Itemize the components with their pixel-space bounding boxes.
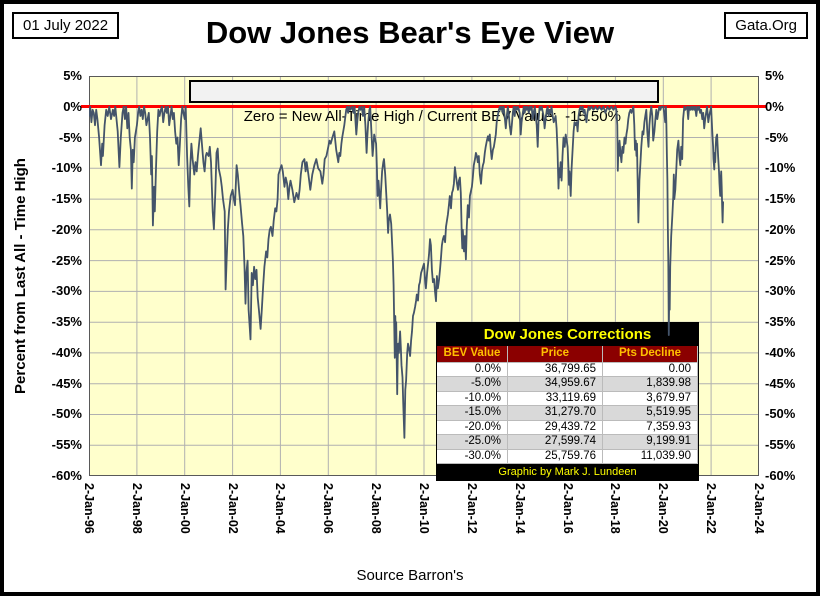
y-tick-label-left: -20% <box>51 221 82 237</box>
y-tick-label-left: 5% <box>63 68 82 83</box>
corrections-table: Dow Jones Corrections BEV Value Price Pts … <box>436 322 699 481</box>
site-label: Gata.Org <box>735 17 797 34</box>
corr-data-cell: -20.0% <box>437 420 508 435</box>
date-box: 01 July 2022 <box>12 12 120 39</box>
site-box: Gata.Org <box>724 12 808 39</box>
y-tick-label-left: -35% <box>51 314 82 330</box>
y-tick-label-right: 5% <box>765 68 784 83</box>
corr-data-cell: 3,679.97 <box>603 391 698 406</box>
corr-header-cell: Pts Decline <box>603 346 698 363</box>
annotation-box: Zero = New All-Time High / Current BEV V… <box>189 80 659 125</box>
corr-data-cell: 34,959.67 <box>508 377 603 392</box>
chart-title: Dow Jones Bear's Eye View <box>205 15 615 50</box>
y-tick-label-right: -35% <box>765 314 796 330</box>
y-tick-label-right: -50% <box>765 406 796 422</box>
y-tick-label-right: -15% <box>765 191 796 207</box>
y-tick-label-left: -40% <box>51 344 82 360</box>
source-label: Source Barron's <box>356 567 464 584</box>
corr-data-cell: 7,359.93 <box>603 420 698 435</box>
x-tick-label: 2-Jan-16 <box>560 483 575 534</box>
y-tick-label-right: -30% <box>765 283 796 299</box>
date-label: 01 July 2022 <box>23 17 109 34</box>
y-tick-label-left: -30% <box>51 283 82 299</box>
corr-header-cell: Price <box>508 346 603 363</box>
corrections-table-header: BEV Value Price Pts Decline <box>437 346 698 363</box>
corr-data-cell: 5,519.95 <box>603 406 698 421</box>
y-tick-label-left: -10% <box>51 160 82 176</box>
x-tick-label: 2-Jan-98 <box>129 483 144 534</box>
y-axis-title: Percent from Last All - Time High <box>12 158 29 394</box>
x-tick-label: 2-Jan-14 <box>512 483 527 534</box>
corr-data-cell: 0.00 <box>603 362 698 377</box>
y-tick-label-left: -60% <box>51 468 82 483</box>
corr-data-cell: 36,799.65 <box>508 362 603 377</box>
corr-data-cell: 1,839.98 <box>603 377 698 392</box>
x-tick-label: 2-Jan-18 <box>608 483 623 534</box>
corr-data-cell: -30.0% <box>437 449 508 464</box>
corrections-table-credit: Graphic by Mark J. Lundeen <box>437 464 698 480</box>
corr-data-cell: 27,599.74 <box>508 435 603 450</box>
y-tick-label-right: -25% <box>765 252 796 268</box>
annotation-text: Zero = New All-Time High / Current BEV V… <box>243 108 621 125</box>
y-tick-label-left: 0% <box>63 98 82 114</box>
y-tick-label-right: -10% <box>765 160 796 176</box>
y-tick-label-left: -55% <box>51 437 82 453</box>
corr-data-cell: 0.0% <box>437 362 508 377</box>
y-tick-label-right: -5% <box>765 129 789 145</box>
corr-header-cell: BEV Value <box>437 346 508 363</box>
x-tick-label: 2-Jan-24 <box>752 483 766 534</box>
corr-data-cell: 29,439.72 <box>508 420 603 435</box>
x-tick-label: 2-Jan-22 <box>704 483 719 534</box>
corrections-table-title: Dow Jones Corrections <box>437 323 698 346</box>
y-tick-label-left: -25% <box>51 252 82 268</box>
y-tick-label-right: -40% <box>765 344 796 360</box>
y-tick-label-right: 0% <box>765 98 784 114</box>
y-tick-label-right: -55% <box>765 437 796 453</box>
x-tick-label: 2-Jan-12 <box>464 483 479 534</box>
corr-data-cell: -10.0% <box>437 391 508 406</box>
x-tick-label: 2-Jan-06 <box>321 483 336 534</box>
x-tick-label: 2-Jan-20 <box>656 483 671 534</box>
x-tick-label: 2-Jan-04 <box>273 483 288 534</box>
x-tick-label: 2-Jan-02 <box>225 483 240 534</box>
corr-data-cell: 25,759.76 <box>508 449 603 464</box>
corr-data-cell: 11,039.90 <box>603 449 698 464</box>
corr-data-cell: 33,119.69 <box>508 391 603 406</box>
y-tick-label-right: -45% <box>765 375 796 391</box>
y-tick-label-left: -15% <box>51 191 82 207</box>
x-tick-label: 2-Jan-96 <box>82 483 96 534</box>
corr-data-cell: 31,279.70 <box>508 406 603 421</box>
y-tick-label-left: -50% <box>51 406 82 422</box>
y-tick-label-left: -45% <box>51 375 82 391</box>
corrections-table-rows: 0.0% 36,799.65 0.00 -5.0% 34,959.67 1,839.98 -… <box>437 362 698 464</box>
y-tick-label-left: -5% <box>58 129 82 145</box>
y-tick-label-right: -20% <box>765 221 796 237</box>
corr-data-cell: -25.0% <box>437 435 508 450</box>
corr-data-cell: -15.0% <box>437 406 508 421</box>
x-tick-label: 2-Jan-08 <box>369 483 384 534</box>
corr-data-cell: 9,199.91 <box>603 435 698 450</box>
x-tick-label: 2-Jan-10 <box>417 483 431 534</box>
x-tick-label: 2-Jan-00 <box>177 483 192 534</box>
y-tick-label-right: -60% <box>765 468 796 483</box>
corr-data-cell: -5.0% <box>437 377 508 392</box>
